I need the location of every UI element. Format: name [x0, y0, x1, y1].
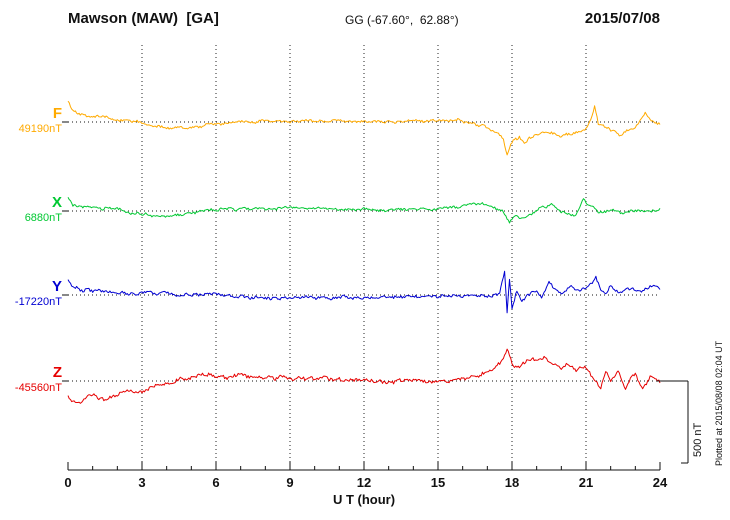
- station-title: Mawson (MAW) [GA]: [68, 10, 219, 27]
- trace-label-X: X 6880nT: [0, 195, 62, 224]
- scale-bar-label: 500 nT: [692, 422, 704, 457]
- trace-Y: [67, 270, 661, 314]
- baseline-value-Z: -45560nT: [14, 381, 62, 394]
- component-letter-Y: Y: [51, 278, 62, 295]
- x-tick-label: 12: [357, 475, 371, 490]
- component-letter-X: X: [51, 194, 62, 211]
- trace-Z: [67, 348, 661, 404]
- baseline-value-Y: -17220nT: [14, 295, 62, 308]
- geographic-coords-label: GG (-67.60°, 62.88°): [345, 13, 459, 27]
- baseline-value-X: 6880nT: [24, 211, 62, 224]
- baseline-value-F: 49190nT: [18, 122, 62, 135]
- trace-X: [67, 197, 661, 224]
- trace-label-Z: Z -45560nT: [0, 365, 62, 394]
- x-tick-label: 3: [138, 475, 145, 490]
- plot-date: 2015/07/08: [584, 10, 660, 27]
- x-axis-title: U T (hour): [333, 492, 395, 507]
- x-tick-label: 9: [286, 475, 293, 490]
- x-tick-label: 18: [505, 475, 519, 490]
- x-tick-label: 0: [64, 475, 71, 490]
- component-letter-F: F: [52, 105, 62, 122]
- x-tick-label: 15: [431, 475, 445, 490]
- x-tick-label: 21: [579, 475, 593, 490]
- x-tick-label: 6: [212, 475, 219, 490]
- trace-label-Y: Y -17220nT: [0, 279, 62, 308]
- component-letter-Z: Z: [52, 364, 62, 381]
- plotted-at-note: Plotted at 2015/08/08 02:04 UT: [714, 340, 724, 466]
- trace-label-F: F 49190nT: [0, 106, 62, 135]
- trace-F: [67, 100, 661, 156]
- x-tick-label: 24: [653, 475, 668, 490]
